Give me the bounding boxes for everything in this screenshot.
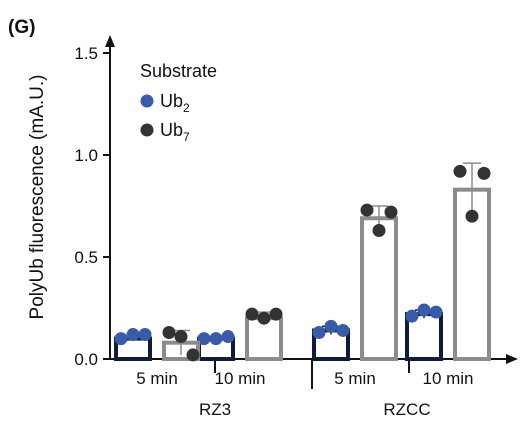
data-point-ub2 xyxy=(138,328,152,342)
data-point-ub7 xyxy=(269,307,283,321)
data-point-ub2 xyxy=(429,305,443,319)
data-point-ub7 xyxy=(453,164,467,178)
data-point-ub2 xyxy=(417,303,431,317)
data-point-ub2 xyxy=(336,323,350,337)
x-tick-label: 10 min xyxy=(422,369,473,388)
panel-label: (G) xyxy=(8,17,35,38)
x-tick-label: 10 min xyxy=(214,369,265,388)
y-axis-arrow xyxy=(105,35,115,47)
x-tick-label: 5 min xyxy=(334,369,376,388)
x-axis-arrow xyxy=(506,354,518,364)
y-axis-label: PolyUb fluorescence (mA.U.) xyxy=(27,75,48,320)
data-point-ub2 xyxy=(197,332,211,346)
data-point-ub7 xyxy=(174,330,188,344)
data-point-ub7 xyxy=(245,307,259,321)
legend-label-ub2: Ub2 xyxy=(160,91,190,115)
data-point-ub2 xyxy=(114,332,128,346)
data-point-ub7 xyxy=(465,209,479,223)
legend-title: Substrate xyxy=(140,61,217,81)
data-point-ub2 xyxy=(312,325,326,339)
data-point-ub7 xyxy=(360,203,374,217)
y-tick-label: 0.0 xyxy=(74,350,98,369)
data-point-ub2 xyxy=(324,319,338,333)
data-point-ub2 xyxy=(126,328,140,342)
legend-marker-ub7 xyxy=(140,123,154,137)
legend: Substrate Ub2 Ub7 xyxy=(140,61,217,144)
data-point-ub2 xyxy=(405,309,419,323)
data-point-ub7 xyxy=(162,325,176,339)
enzyme-label: RZCC xyxy=(383,400,430,419)
legend-label-ub7: Ub7 xyxy=(160,120,190,144)
y-tick-label: 1.0 xyxy=(74,146,98,165)
data-point-ub7 xyxy=(186,348,200,362)
data-point-ub2 xyxy=(221,330,235,344)
data-point-ub7 xyxy=(257,311,271,325)
enzyme-label: RZ3 xyxy=(199,400,231,419)
plot-area: 0.0 0.5 1.0 1.5 5 min 10 min 5 min 10 min RZ3 RZC… xyxy=(74,35,518,419)
y-tick-label: 1.5 xyxy=(74,44,98,63)
data-point-ub2 xyxy=(209,332,223,346)
data-point-ub7 xyxy=(477,166,491,180)
legend-marker-ub2 xyxy=(140,94,154,108)
data-point-ub7 xyxy=(384,205,398,219)
x-tick-label: 5 min xyxy=(136,369,178,388)
y-tick-label: 0.5 xyxy=(74,248,98,267)
bar-ub7 xyxy=(360,216,398,361)
data-point-ub7 xyxy=(372,223,386,237)
